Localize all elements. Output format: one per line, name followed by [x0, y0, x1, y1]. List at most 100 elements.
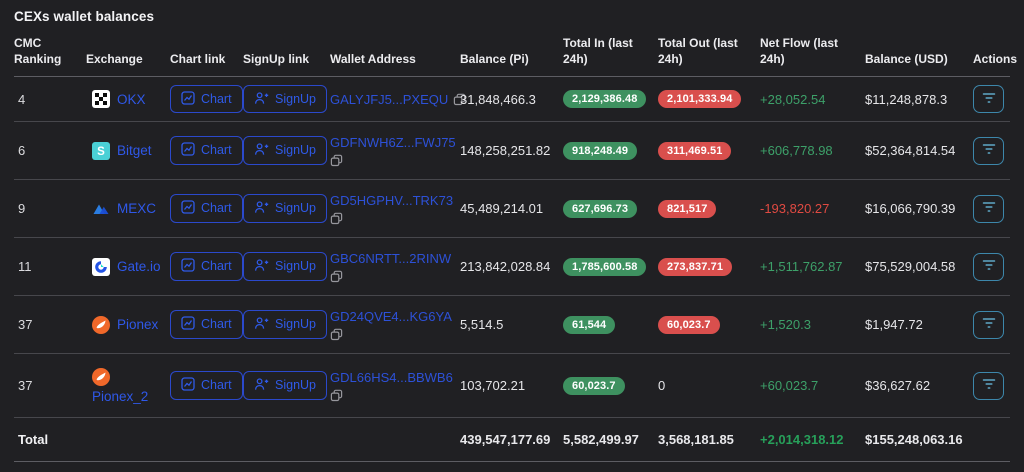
total-out-value: 0 [658, 378, 666, 393]
filter-action-button[interactable] [973, 310, 1004, 339]
col-header-chart-link: Chart link [170, 51, 226, 66]
wallet-address-link[interactable]: GALYJFJ5...PXEQU [330, 91, 449, 107]
col-header-total-in: Total In (last 24h) [563, 35, 633, 66]
chart-button[interactable]: Chart [170, 310, 243, 339]
total-in-badge: 61,544 [563, 315, 616, 334]
person-plus-icon [254, 377, 269, 394]
col-header-exchange: Exchange [86, 51, 143, 66]
exchange-link-mexc[interactable]: MEXC [86, 200, 170, 218]
net-flow-value: +60,023.7 [760, 378, 819, 393]
cmc-ranking-value: 37 [18, 378, 33, 393]
col-header-total-out: Total Out (last 24h) [658, 35, 738, 66]
exchange-link-gateio[interactable]: Gate.io [86, 257, 170, 276]
total-in-badge: 60,023.7 [563, 376, 625, 395]
line-chart-icon [181, 200, 195, 217]
wallet-address-cell: GDFNWH6Z...FWJ75 [330, 135, 460, 167]
filter-icon [982, 201, 996, 216]
filter-icon [982, 317, 996, 332]
signup-button[interactable]: SignUp [243, 84, 327, 114]
line-chart-icon [181, 91, 195, 108]
net-flow-value: -193,820.27 [760, 201, 830, 216]
copy-icon[interactable] [330, 154, 343, 167]
cmc-ranking-value: 11 [18, 259, 32, 274]
total-net-flow: +2,014,318.12 [760, 432, 844, 447]
line-chart-icon [181, 316, 195, 333]
bitget-logo-icon: S [92, 141, 110, 160]
filter-icon [982, 259, 996, 274]
table-total-row: Total 439,547,177.69 5,582,499.97 3,568,… [14, 418, 1010, 462]
exchange-link-pionex-2[interactable]: Pionex_2 [86, 367, 170, 404]
cmc-ranking-value: 37 [18, 317, 33, 332]
wallet-address-link[interactable]: GD24QVE4...KG6YA [330, 308, 452, 324]
line-chart-icon [181, 377, 195, 394]
filter-action-button[interactable] [973, 194, 1004, 223]
copy-icon[interactable] [330, 270, 343, 283]
filter-icon [982, 143, 996, 158]
exchange-link-okx[interactable]: OKX [86, 90, 170, 108]
total-out-badge: 311,469.51 [658, 141, 732, 160]
filter-action-button[interactable] [973, 252, 1004, 281]
gateio-logo-icon [92, 257, 110, 276]
balance-usd-value: $11,248,878.3 [865, 91, 948, 107]
line-chart-icon [181, 258, 195, 275]
balance-pi-value: 45,489,214.01 [460, 201, 544, 216]
person-plus-icon [254, 200, 269, 217]
copy-icon[interactable] [330, 389, 343, 402]
chart-button[interactable]: Chart [170, 252, 243, 281]
col-header-actions: Actions [973, 51, 1018, 66]
wallet-address-link[interactable]: GDFNWH6Z...FWJ75 [330, 134, 456, 150]
exchange-link-bitget[interactable]: S Bitget [86, 141, 170, 160]
filter-action-button[interactable] [973, 85, 1004, 113]
page-title: CEXs wallet balances [14, 9, 155, 24]
table-row-mexc: 9 MEXC Chart SignUp GD5HGPHV [14, 180, 1010, 238]
person-plus-icon [254, 142, 269, 159]
total-out-sum: 3,568,181.85 [658, 432, 734, 447]
signup-button[interactable]: SignUp [243, 371, 327, 400]
balance-usd-value: $16,066,790.39 [865, 201, 956, 216]
pionex-logo-icon [92, 367, 110, 386]
signup-button[interactable]: SignUp [243, 252, 327, 281]
signup-button[interactable]: SignUp [243, 194, 327, 223]
copy-icon[interactable] [330, 328, 343, 341]
cmc-ranking-value: 9 [18, 201, 26, 216]
cmc-ranking-value: 4 [18, 91, 26, 107]
signup-button[interactable]: SignUp [243, 136, 327, 165]
total-balance-usd: $155,248,063.16 [865, 432, 963, 447]
chart-button[interactable]: Chart [170, 194, 243, 223]
table-header-row: CMC Ranking Exchange Chart link SignUp l… [14, 29, 1018, 77]
wallet-address-link[interactable]: GD5HGPHV...TRK73 [330, 192, 454, 208]
filter-action-button[interactable] [973, 136, 1004, 165]
balance-pi-value: 5,514.5 [460, 317, 504, 332]
mexc-logo-icon [92, 200, 110, 218]
col-header-signup-link: SignUp link [243, 51, 309, 66]
exchange-name: MEXC [117, 201, 157, 216]
exchange-name: Bitget [117, 143, 152, 158]
col-header-balance-usd: Balance (USD) [865, 51, 948, 66]
filter-icon [982, 92, 996, 107]
wallet-balances-table: CMC Ranking Exchange Chart link SignUp l… [0, 29, 1024, 462]
signup-button[interactable]: SignUp [243, 310, 327, 339]
wallet-address-link[interactable]: GDL66HS4...BBWB6 [330, 369, 453, 385]
exchange-link-pionex[interactable]: Pionex [86, 315, 170, 334]
table-row-pionex-2: 37 Pionex_2 Chart SignUp GDL [14, 354, 1010, 418]
chart-button[interactable]: Chart [170, 84, 243, 114]
filter-action-button[interactable] [973, 371, 1004, 400]
col-header-wallet-address: Wallet Address [330, 51, 416, 66]
line-chart-icon [181, 142, 195, 159]
wallet-address-cell: GALYJFJ5...PXEQU [330, 91, 466, 107]
net-flow-value: +606,778.98 [760, 143, 833, 158]
wallet-address-cell: GD5HGPHV...TRK73 [330, 193, 460, 225]
wallet-address-link[interactable]: GBC6NRTT...2RINW [330, 250, 452, 266]
table-row-pionex: 37 Pionex Chart SignUp GD24Q [14, 296, 1010, 354]
chart-button[interactable]: Chart [170, 136, 243, 165]
wallet-address-cell: GD24QVE4...KG6YA [330, 309, 460, 341]
wallet-address-cell: GBC6NRTT...2RINW [330, 251, 460, 283]
copy-icon[interactable] [330, 212, 343, 225]
copy-icon[interactable] [453, 93, 466, 106]
filter-icon [982, 378, 996, 393]
wallet-address-cell: GDL66HS4...BBWB6 [330, 370, 460, 402]
balance-usd-value: $1,947.72 [865, 317, 923, 332]
person-plus-icon [254, 316, 269, 333]
chart-button[interactable]: Chart [170, 371, 243, 400]
